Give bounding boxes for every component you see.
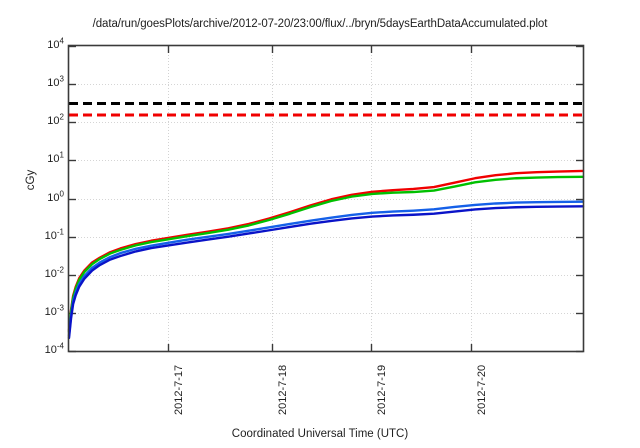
y-tick-exponent: -2 bbox=[56, 265, 64, 275]
y-tick-mantissa: 10 bbox=[47, 153, 60, 166]
y-tick-label: 103 bbox=[28, 75, 64, 90]
y-tick-exponent: 0 bbox=[59, 188, 64, 198]
x-axis-label: Coordinated Universal Time (UTC) bbox=[231, 428, 409, 440]
y-tick-label: 100 bbox=[28, 189, 64, 204]
y-tick-exponent: 2 bbox=[59, 112, 64, 122]
y-tick-exponent: -3 bbox=[56, 303, 64, 313]
data-series bbox=[67, 169, 585, 340]
y-tick-exponent: -1 bbox=[56, 226, 64, 236]
y-tick-label: 104 bbox=[28, 37, 64, 51]
y-tick-exponent: -4 bbox=[56, 341, 64, 351]
y-tick-mantissa: 10 bbox=[47, 115, 60, 128]
y-tick-exponent: 3 bbox=[59, 74, 64, 84]
y-axis-tick-labels: 104 103 102 101 100 10-1 10-2 10-3 10-4 bbox=[24, 0, 64, 448]
light-blue-curve bbox=[67, 200, 585, 338]
y-tick-label: 10-1 bbox=[28, 227, 64, 242]
green-curve bbox=[67, 175, 585, 333]
y-tick-exponent: 4 bbox=[59, 36, 64, 46]
threshold-lines bbox=[69, 102, 583, 117]
axis-ticks bbox=[69, 45, 583, 353]
y-tick-mantissa: 10 bbox=[44, 267, 57, 280]
y-tick-mantissa: 10 bbox=[44, 229, 57, 242]
y-tick-label: 10-3 bbox=[28, 304, 64, 318]
page-title: /data/run/goesPlots/archive/2012-07-20/2… bbox=[92, 18, 548, 30]
y-tick-exponent: 1 bbox=[59, 150, 64, 160]
y-tick-label: 102 bbox=[28, 112, 64, 128]
plot-frame bbox=[67, 44, 585, 353]
dark-blue-curve bbox=[67, 205, 585, 340]
gridlines bbox=[69, 46, 583, 351]
y-tick-mantissa: 10 bbox=[47, 77, 60, 90]
red-curve bbox=[67, 169, 585, 332]
y-tick-mantissa: 10 bbox=[47, 39, 60, 51]
y-tick-label: 101 bbox=[28, 150, 64, 166]
y-tick-mantissa: 10 bbox=[44, 344, 57, 356]
y-tick-label: 10-4 bbox=[28, 342, 64, 356]
y-tick-mantissa: 10 bbox=[44, 305, 57, 318]
y-tick-mantissa: 10 bbox=[47, 191, 60, 204]
y-tick-label: 10-2 bbox=[28, 266, 64, 280]
